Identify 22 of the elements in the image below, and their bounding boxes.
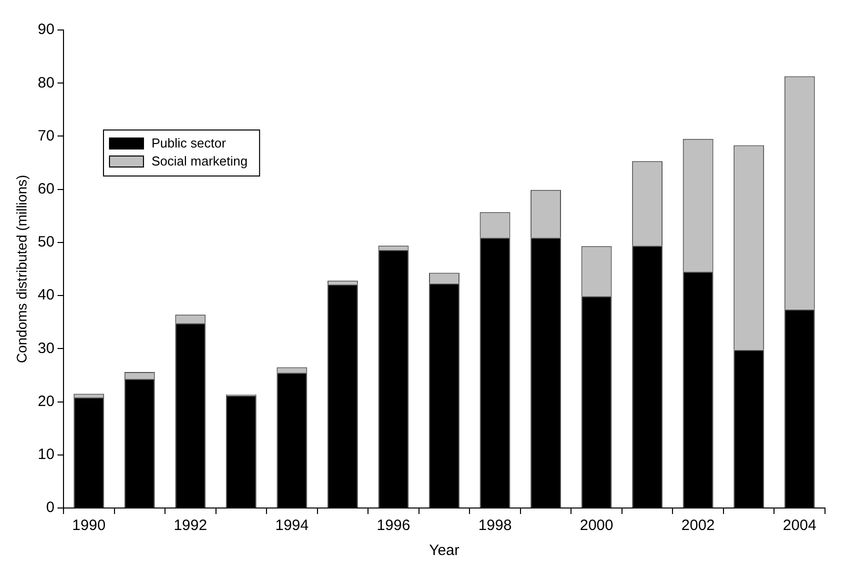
y-tick-label: 0: [46, 499, 54, 516]
x-tick-label: 2000: [580, 517, 614, 534]
x-axis-title: Year: [429, 542, 460, 560]
x-tick-label: 2004: [782, 517, 816, 534]
y-tick-label: 70: [38, 127, 54, 144]
x-tick-label: 1992: [174, 517, 208, 534]
x-tick-label: 2002: [681, 517, 715, 534]
y-tick-label: 40: [38, 286, 54, 304]
x-tick-label: 1990: [72, 517, 106, 534]
y-tick-label: 60: [38, 180, 54, 198]
y-tick-label: 80: [38, 74, 54, 92]
y-tick-label: 10: [38, 446, 54, 464]
legend-label: Public sector: [151, 136, 227, 151]
x-tick-label: 1996: [376, 517, 410, 534]
y-tick-label: 20: [38, 392, 54, 410]
y-tick-label: 90: [38, 21, 54, 38]
y-axis-title: Condoms distributed (millions): [13, 174, 30, 364]
x-tick-label: 1998: [478, 517, 512, 534]
y-tick-label: 30: [38, 340, 54, 357]
y-tick-label: 50: [38, 234, 54, 251]
x-tick-label: 1994: [275, 517, 309, 534]
legend-label: Social marketing: [151, 154, 248, 169]
